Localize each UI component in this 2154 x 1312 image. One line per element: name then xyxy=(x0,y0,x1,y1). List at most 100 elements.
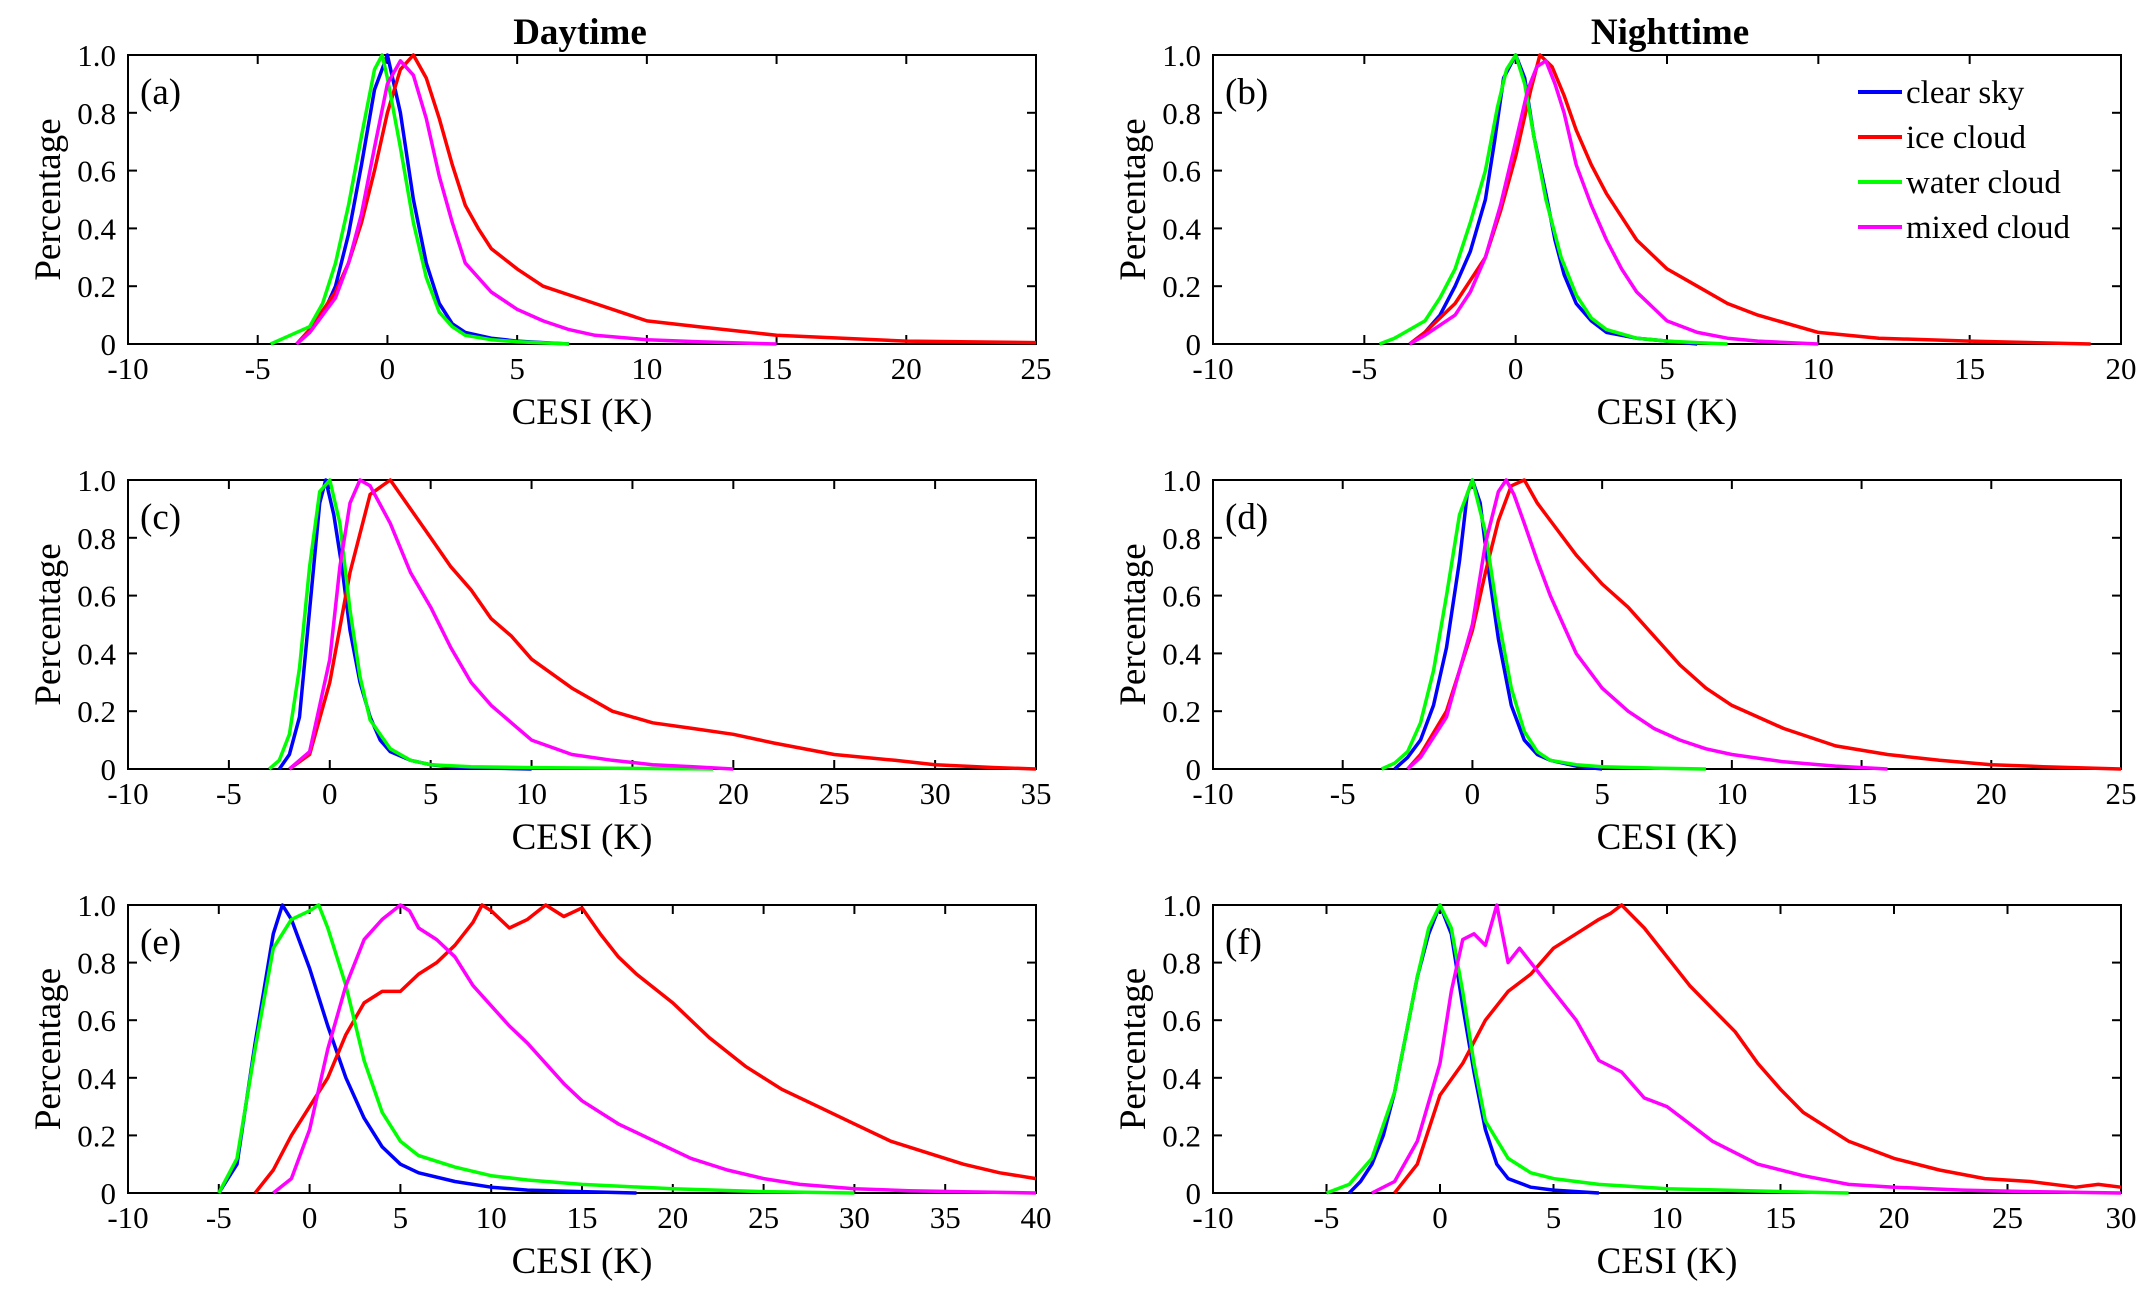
y-tick-label: 0.6 xyxy=(77,579,116,614)
x-tick-label: 10 xyxy=(1652,1200,1683,1235)
panels: -10 -5 0 5 10 15 20 25 0 0.2 0.4 0.6 0.8 1.0 CESI (K) P… xyxy=(28,38,2137,1282)
y-tick-label: 0.6 xyxy=(77,1003,116,1038)
y-tick-label: 0.4 xyxy=(1162,211,1201,246)
x-tick-label: -10 xyxy=(1192,351,1233,386)
x-tick-label: 30 xyxy=(2106,1200,2137,1235)
y-tick-label: 0.8 xyxy=(77,521,116,556)
y-tick-label: 0 xyxy=(101,327,117,362)
series-line-mixed-cloud xyxy=(1406,478,1888,771)
legend-label: ice cloud xyxy=(1906,120,2027,156)
x-tick-label: 20 xyxy=(891,351,922,386)
x-axis-label: CESI (K) xyxy=(512,1241,653,1282)
series-line-mixed-cloud xyxy=(288,478,734,771)
x-tick-label: 20 xyxy=(657,1200,688,1235)
series-line-mixed-cloud xyxy=(272,903,1037,1195)
axes-frame xyxy=(127,54,1037,345)
y-tick-label: 0.4 xyxy=(1162,1061,1201,1096)
series-line-water-cloud xyxy=(217,903,855,1195)
series-line-clear-sky xyxy=(1347,903,1600,1195)
series-line-ice-cloud xyxy=(288,478,1037,771)
y-tick-label: 1.0 xyxy=(77,38,116,73)
y-axis-label: Percentage xyxy=(28,118,69,280)
panel-label: (d) xyxy=(1225,497,1268,538)
x-axis-label: CESI (K) xyxy=(1597,1241,1738,1282)
x-tick-label: 10 xyxy=(1716,776,1747,811)
panel-a: -10 -5 0 5 10 15 20 25 0 0.2 0.4 0.6 0.8 1.0 CESI (K) P… xyxy=(28,38,1052,433)
panel-label: (b) xyxy=(1225,72,1268,113)
panel-label: (e) xyxy=(140,922,181,963)
series-line-water-cloud xyxy=(269,53,570,346)
y-tick-label: 0.8 xyxy=(1162,946,1201,981)
x-tick-label: 30 xyxy=(839,1200,870,1235)
x-tick-label: -10 xyxy=(107,776,148,811)
x-tick-label: 5 xyxy=(1546,1200,1562,1235)
x-tick-label: 5 xyxy=(423,776,439,811)
legend: clear sky ice cloud water cloud mixed cloud xyxy=(1858,75,2071,246)
x-axis-label: CESI (K) xyxy=(512,817,653,858)
x-tick-label: 10 xyxy=(476,1200,507,1235)
y-tick-label: 0.2 xyxy=(77,694,116,729)
panel-e: -10 -5 0 5 10 15 20 25 30 35 40 0 0.2 0.4 0.6 0.8 1.0 CES… xyxy=(28,888,1052,1282)
x-tick-label: 5 xyxy=(1594,776,1610,811)
axes-frame xyxy=(1212,479,2122,770)
legend-label: clear sky xyxy=(1906,75,2025,111)
x-tick-label: 0 xyxy=(302,1200,318,1235)
x-tick-label: -5 xyxy=(1314,1200,1340,1235)
y-tick-label: 0 xyxy=(1186,1176,1202,1211)
x-axis-label: CESI (K) xyxy=(1597,817,1738,858)
series-line-ice-cloud xyxy=(1406,478,2122,771)
x-tick-label: 15 xyxy=(1765,1200,1796,1235)
x-tick-label: 25 xyxy=(2106,776,2137,811)
x-tick-label: 20 xyxy=(1976,776,2007,811)
x-tick-label: 15 xyxy=(567,1200,598,1235)
series-line-clear-sky xyxy=(217,903,637,1195)
panel-label: (f) xyxy=(1225,922,1262,963)
y-tick-label: 0.2 xyxy=(77,1118,116,1153)
column-title-daytime: Daytime xyxy=(513,12,647,53)
y-tick-label: 0.6 xyxy=(1162,579,1201,614)
panel-f: -10 -5 0 5 10 15 20 25 30 0 0.2 0.4 0.6 0.8 1.0 CESI (K… xyxy=(1113,888,2137,1282)
y-tick-label: 0 xyxy=(101,752,117,787)
x-tick-label: -5 xyxy=(1330,776,1356,811)
y-axis-label: Percentage xyxy=(1113,118,1154,280)
y-tick-label: 0.6 xyxy=(1162,154,1201,189)
x-tick-label: 25 xyxy=(819,776,850,811)
series-line-mixed-cloud xyxy=(295,59,777,346)
x-tick-label: 0 xyxy=(380,351,396,386)
series-line-clear-sky xyxy=(1408,53,1698,346)
x-tick-label: 10 xyxy=(1803,351,1834,386)
axes-frame xyxy=(1212,904,2122,1194)
y-axis-label: Percentage xyxy=(28,968,69,1130)
series-line-ice-cloud xyxy=(253,903,1037,1195)
panel-label: (c) xyxy=(140,497,181,538)
series-line-mixed-cloud xyxy=(1371,903,2122,1195)
y-axis-label: Percentage xyxy=(1113,543,1154,705)
axes-frame xyxy=(127,904,1037,1194)
x-tick-label: 15 xyxy=(617,776,648,811)
x-tick-label: 35 xyxy=(930,1200,961,1235)
y-tick-label: 0.2 xyxy=(1162,1118,1201,1153)
x-tick-label: 10 xyxy=(631,351,662,386)
panel-label: (a) xyxy=(140,72,181,113)
x-tick-label: -5 xyxy=(1351,351,1377,386)
x-tick-label: 15 xyxy=(1846,776,1877,811)
column-title-nighttime: Nighttime xyxy=(1591,12,1749,53)
panel-d: -10 -5 0 5 10 15 20 25 0 0.2 0.4 0.6 0.8 1.0 CESI (K) P… xyxy=(1113,463,2137,858)
y-tick-label: 0.4 xyxy=(77,211,116,246)
x-tick-label: -10 xyxy=(1192,776,1233,811)
x-tick-label: 35 xyxy=(1021,776,1052,811)
y-tick-label: 1.0 xyxy=(1162,888,1201,923)
panel-b: -10 -5 0 5 10 15 20 0 0.2 0.4 0.6 0.8 1.0 CESI (K) Per… xyxy=(1113,38,2137,433)
y-tick-label: 0.2 xyxy=(1162,269,1201,304)
x-axis-label: CESI (K) xyxy=(1597,392,1738,433)
x-tick-label: -10 xyxy=(1192,1200,1233,1235)
x-tick-label: 30 xyxy=(920,776,951,811)
x-tick-label: 25 xyxy=(1992,1200,2023,1235)
x-tick-label: 0 xyxy=(1432,1200,1448,1235)
y-tick-label: 0 xyxy=(1186,327,1202,362)
y-tick-label: 1.0 xyxy=(1162,38,1201,73)
x-tick-label: 0 xyxy=(1465,776,1481,811)
y-axis-label: Percentage xyxy=(1113,968,1154,1130)
x-tick-label: 0 xyxy=(1508,351,1524,386)
